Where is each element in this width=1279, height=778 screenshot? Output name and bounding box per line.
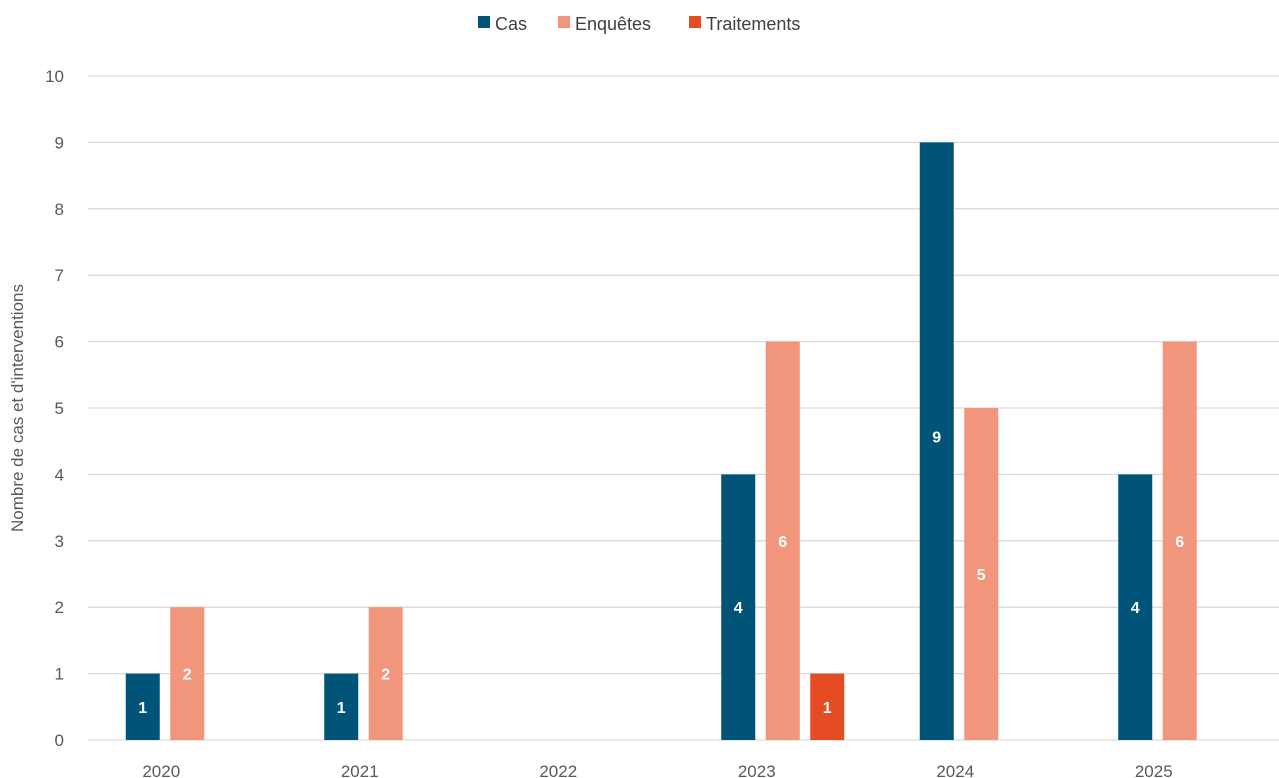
data-label: 6 [1175, 534, 1184, 551]
data-label: 1 [823, 700, 832, 717]
y-tick-label: 7 [55, 266, 64, 285]
data-label: 2 [183, 667, 192, 684]
x-tick-label: 2020 [142, 762, 180, 778]
legend-swatch-enquetes [558, 16, 570, 28]
y-axis-ticks: 0 1 2 3 4 5 6 7 8 9 10 [45, 67, 64, 750]
gridlines [88, 75, 1279, 741]
data-label: 2 [381, 667, 390, 684]
data-label: 1 [138, 700, 147, 717]
legend-label-enquetes: Enquêtes [575, 14, 651, 34]
bar [964, 408, 999, 740]
legend-label-traitements: Traitements [706, 14, 800, 34]
x-tick-label: 2021 [341, 762, 379, 778]
y-tick-label: 10 [45, 67, 64, 86]
y-tick-label: 6 [55, 333, 64, 352]
x-tick-label: 2022 [539, 762, 577, 778]
x-tick-label: 2024 [936, 762, 974, 778]
bar [324, 673, 359, 740]
data-label: 6 [778, 534, 787, 551]
bar [919, 142, 954, 740]
bar [721, 474, 756, 740]
legend: Cas Enquêtes Traitements [478, 14, 800, 34]
legend-swatch-cas [478, 16, 490, 28]
data-label: 5 [977, 567, 986, 584]
x-tick-label: 2023 [738, 762, 776, 778]
bar [125, 673, 160, 740]
data-label: 1 [337, 700, 346, 717]
y-tick-label: 0 [55, 731, 64, 750]
bar [1118, 474, 1153, 740]
bar [1162, 341, 1197, 740]
bar [368, 607, 403, 740]
y-tick-label: 2 [55, 598, 64, 617]
y-tick-label: 3 [55, 532, 64, 551]
y-tick-label: 8 [55, 200, 64, 219]
legend-swatch-traitements [689, 16, 701, 28]
bar [170, 607, 205, 740]
data-label: 4 [734, 600, 743, 617]
x-tick-label: 2025 [1135, 762, 1173, 778]
x-axis-ticks: 2020 2021 2022 2023 2024 2025 [142, 762, 1172, 778]
y-tick-label: 5 [55, 399, 64, 418]
legend-label-cas: Cas [495, 14, 527, 34]
bar [765, 341, 800, 740]
bar [810, 673, 845, 740]
bars: 1 2 1 2 4 6 1 9 5 4 6 [125, 142, 1197, 740]
y-axis-label: Nombre de cas et d'interventions [8, 284, 27, 532]
data-label: 9 [932, 429, 941, 446]
y-tick-label: 4 [55, 465, 64, 484]
y-tick-label: 1 [55, 665, 64, 684]
data-label: 4 [1131, 600, 1140, 617]
y-tick-label: 9 [55, 133, 64, 152]
